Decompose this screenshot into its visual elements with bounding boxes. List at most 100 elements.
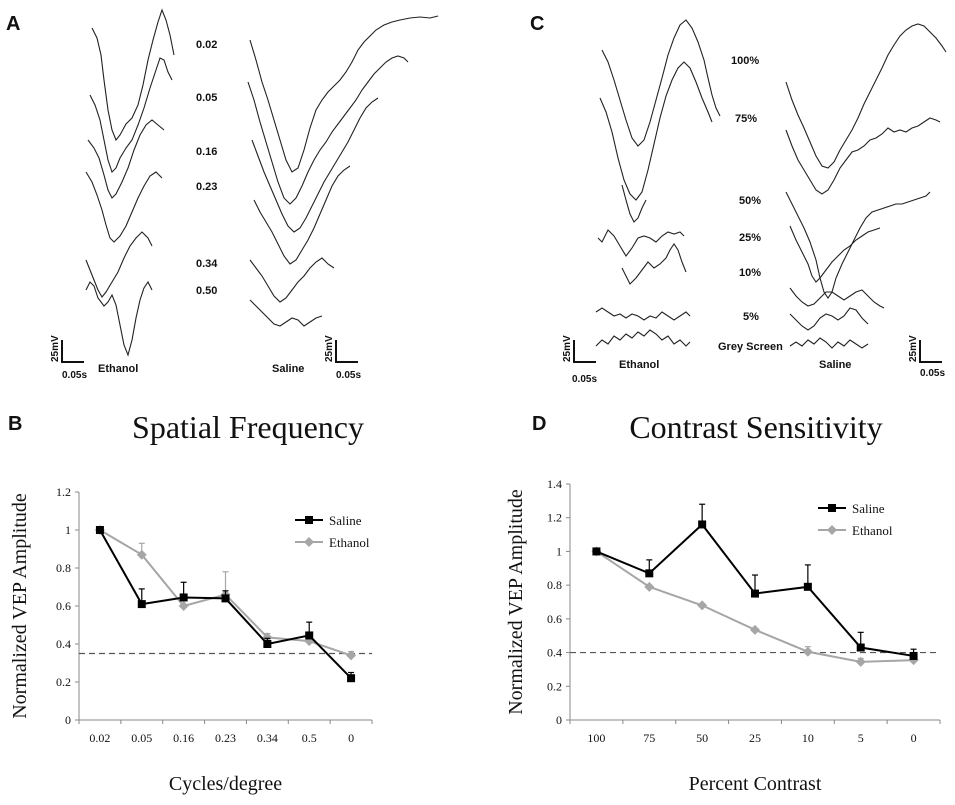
y-tick-label-d: 0.2 (547, 679, 562, 693)
trace-ethanol-100 (601, 19, 721, 147)
trace-saline-023 (253, 165, 351, 265)
data-point-saline-b (347, 674, 356, 683)
x-tick-label-d: 25 (749, 731, 761, 745)
x-tick-label-b: 0.05 (131, 731, 152, 745)
chart-title-d: Contrast Sensitivity (629, 409, 882, 445)
group-label-ethanol-c: Ethanol (619, 359, 659, 371)
trace-saline-005 (247, 55, 409, 205)
x-tick-label-d: 0 (911, 731, 917, 745)
data-point-saline-d (909, 651, 918, 660)
contrast-label-grey: Grey Screen (718, 341, 783, 353)
freq-label-050: 0.50 (196, 285, 217, 297)
scale-bar-c-left (573, 340, 596, 363)
legend-marker-ethanol-b (304, 537, 314, 547)
y-tick-label-d: 1.4 (547, 477, 562, 491)
data-point-ethanol-d (750, 624, 760, 635)
x-tick-label-b: 0.23 (215, 731, 236, 745)
x-tick-label-d: 75 (643, 731, 655, 745)
legend-label-ethanol-b: Ethanol (329, 535, 370, 550)
trace-ethanol-005 (595, 307, 691, 321)
y-axis-label-b: Normalized VEP Amplitude (9, 493, 31, 719)
y-axis-label-d: Normalized VEP Amplitude (505, 489, 527, 715)
contrast-label-75: 75% (735, 113, 757, 125)
data-point-ethanol-b (178, 601, 189, 611)
y-tick-label-d: 0.8 (547, 578, 562, 592)
legend-marker-saline-d (828, 504, 836, 512)
scale-time-a-left: 0.05s (62, 370, 87, 381)
y-tick-label-d: 0.4 (547, 646, 562, 660)
group-label-saline-c: Saline (819, 359, 851, 371)
data-point-saline-d (698, 520, 707, 529)
y-tick-label-b: 0.4 (56, 637, 71, 651)
data-point-saline-b (305, 631, 314, 640)
data-point-ethanol-d (802, 646, 813, 657)
data-point-saline-b (137, 600, 146, 609)
contrast-label-100: 100% (731, 55, 759, 67)
series-line-ethanol-d (595, 550, 914, 663)
group-label-saline-a: Saline (272, 363, 304, 375)
trace-saline-025 (789, 225, 881, 283)
freq-label-005: 0.05 (196, 92, 217, 104)
trace-saline-005 (789, 307, 869, 331)
data-point-saline-d (856, 643, 865, 652)
scale-time-c-left: 0.05s (572, 374, 597, 385)
data-point-saline-d (645, 569, 654, 578)
data-point-saline-b (179, 593, 188, 602)
x-axis-label-d: Percent Contrast (689, 773, 822, 795)
contrast-label-10: 10% (739, 267, 761, 279)
y-tick-label-b: 1.2 (56, 485, 71, 499)
trace-saline-050 (249, 299, 323, 327)
legend-marker-saline-b (305, 516, 313, 524)
y-tick-label-b: 0.6 (56, 599, 71, 613)
panel-a-labels: 0.02 0.05 0.16 0.23 0.34 0.50 Ethanol Sa… (50, 39, 361, 381)
x-tick-label-b: 0.16 (173, 731, 194, 745)
trace-ethanol-075 (599, 61, 713, 201)
trace-saline-grey (789, 337, 869, 349)
y-tick-label-b: 0.2 (56, 675, 71, 689)
contrast-label-50: 50% (739, 195, 761, 207)
data-point-ethanol-d (855, 656, 866, 667)
panel-a-traces (85, 8, 439, 357)
scale-amp-c-right: 25mV (908, 335, 919, 362)
legend-label-saline-b: Saline (329, 513, 362, 528)
trace-saline-002 (249, 15, 439, 173)
trace-ethanol-010 (621, 243, 687, 285)
legend-label-saline-d: Saline (852, 501, 885, 516)
data-point-saline-b (263, 640, 272, 648)
data-point-saline-d (803, 582, 812, 591)
data-point-saline-d (592, 547, 601, 556)
trace-saline-075 (785, 117, 941, 195)
data-point-ethanol-b (136, 549, 147, 560)
scale-bar-c-right (919, 340, 942, 363)
scale-amp-a-left: 25mV (50, 335, 61, 362)
trace-ethanol-023 (85, 171, 163, 243)
trace-saline-100 (785, 23, 947, 169)
panel-c-labels: 100% 75% 50% 25% 10% 5% Grey Screen Etha… (562, 55, 945, 385)
y-tick-label-b: 0.8 (56, 561, 71, 575)
trace-ethanol-005 (89, 57, 173, 174)
scale-time-c-right: 0.05s (920, 368, 945, 379)
trace-ethanol-025 (597, 229, 685, 257)
data-point-ethanol-b (346, 650, 357, 661)
y-tick-label-d: 1.2 (547, 511, 562, 525)
chart-spatial-frequency: Spatial Frequency Normalized VEP Amplitud… (9, 409, 373, 795)
trace-saline-016 (251, 97, 379, 233)
trace-saline-034 (249, 257, 335, 303)
trace-ethanol-grey (595, 329, 691, 347)
group-label-ethanol-a: Ethanol (98, 363, 138, 375)
trace-ethanol-002 (91, 8, 175, 142)
data-point-ethanol-d (644, 581, 655, 592)
y-tick-label-d: 1 (556, 544, 562, 558)
contrast-label-5: 5% (743, 311, 759, 323)
x-tick-label-d: 50 (696, 731, 708, 745)
freq-label-016: 0.16 (196, 146, 217, 158)
x-tick-label-d: 10 (802, 731, 814, 745)
data-point-saline-b (95, 526, 104, 534)
panel-c-traces (595, 19, 947, 349)
trace-ethanol-050 (621, 184, 647, 223)
trace-ethanol-016 (87, 119, 165, 199)
data-point-ethanol-d (697, 600, 708, 611)
x-tick-label-b: 0 (348, 731, 354, 745)
x-axis-label-b: Cycles/degree (169, 773, 282, 795)
